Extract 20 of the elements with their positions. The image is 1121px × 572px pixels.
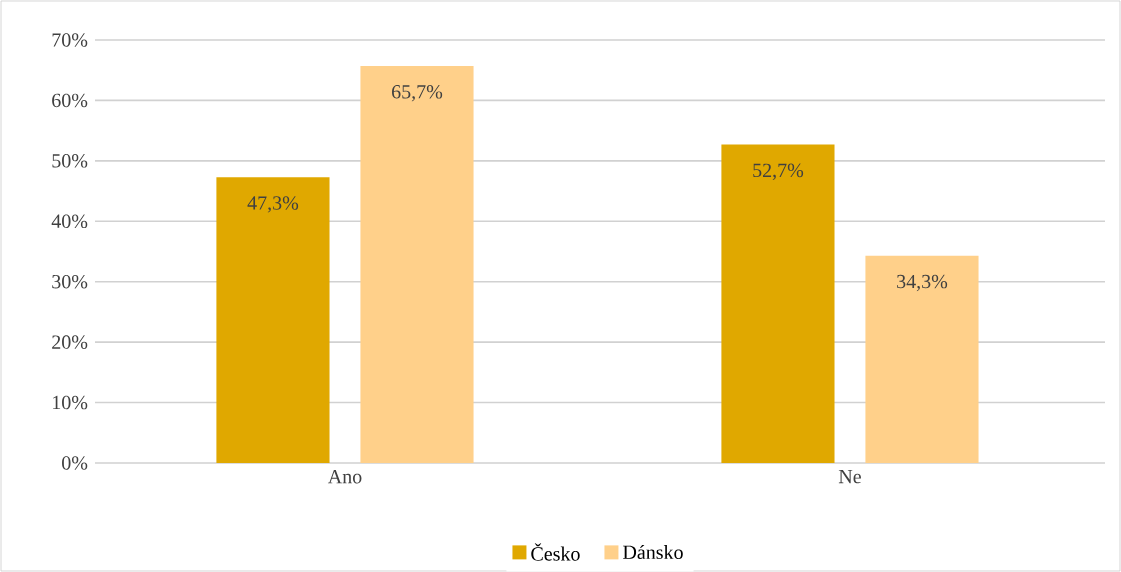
x-tick-label: Ne — [838, 470, 861, 484]
y-tick-label: 50% — [52, 154, 88, 168]
bar — [216, 177, 330, 463]
data-label: 47,3% — [247, 196, 299, 213]
y-tick-label: 30% — [52, 274, 88, 289]
y-tick-label: 10% — [53, 395, 88, 410]
bar — [360, 65, 474, 463]
y-tick-label: 40% — [51, 214, 88, 229]
y-tick-label: 0% — [62, 456, 88, 470]
data-label: 52,7% — [753, 163, 804, 180]
bar — [865, 255, 979, 463]
y-tick-label: 20% — [52, 335, 88, 349]
data-label: 34,3% — [897, 274, 948, 292]
legend-label: Dánsko — [623, 544, 683, 560]
legend-label: Česko — [531, 543, 580, 561]
x-tick-label: Ano — [327, 470, 362, 484]
y-tick-label: 70% — [52, 33, 88, 47]
bar — [721, 144, 835, 463]
data-label: 65,7% — [392, 85, 443, 102]
y-tick-label: 60% — [52, 93, 88, 108]
